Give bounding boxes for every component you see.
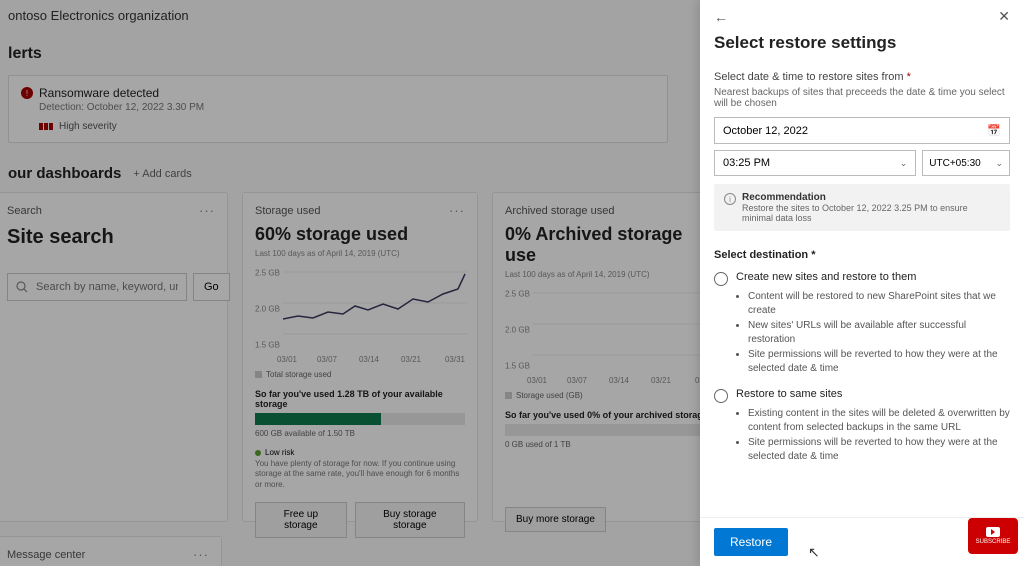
opt2-bullet: Existing content in the sites will be de… [748,407,1010,435]
opt2-label: Restore to same sites [736,388,842,403]
restore-settings-panel: ← ✕ Select restore settings Select date … [700,0,1024,566]
cursor-icon: ↖ [808,544,820,561]
close-icon[interactable]: ✕ [998,8,1010,25]
chevron-down-icon: ⌄ [995,158,1003,169]
datetime-help: Nearest backups of sites that preceeds t… [714,87,1010,109]
info-icon: i [724,193,736,205]
datetime-label: Select date & time to restore sites from [714,71,904,83]
panel-title: Select restore settings [714,33,1010,53]
chevron-down-icon: ⌄ [900,158,908,169]
recommendation-box: i Recommendation Restore the sites to Oc… [714,184,1010,231]
opt1-bullet: Content will be restored to new SharePoi… [748,290,1010,318]
opt1-bullet: New sites' URLs will be available after … [748,319,1010,347]
timezone-input[interactable]: UTC+05:30 ⌄ [922,150,1010,176]
opt1-bullet: Site permissions will be reverted to how… [748,348,1010,376]
radio-same-sites[interactable] [714,389,728,403]
date-input[interactable]: October 12, 2022 📅 [714,117,1010,144]
radio-create-new[interactable] [714,272,728,286]
calendar-icon: 📅 [987,124,1001,137]
back-icon[interactable]: ← [714,9,728,25]
reco-title: Recommendation [742,192,1000,203]
reco-text: Restore the sites to October 12, 2022 3.… [742,203,1000,223]
restore-button[interactable]: Restore [714,528,788,556]
time-input[interactable]: 03:25 PM ⌄ [714,150,916,176]
destination-label: Select destination [714,249,808,261]
opt1-label: Create new sites and restore to them [736,271,916,286]
opt2-bullet: Site permissions will be reverted to how… [748,436,1010,464]
subscribe-badge[interactable]: SUBSCRIBE [968,518,1018,554]
